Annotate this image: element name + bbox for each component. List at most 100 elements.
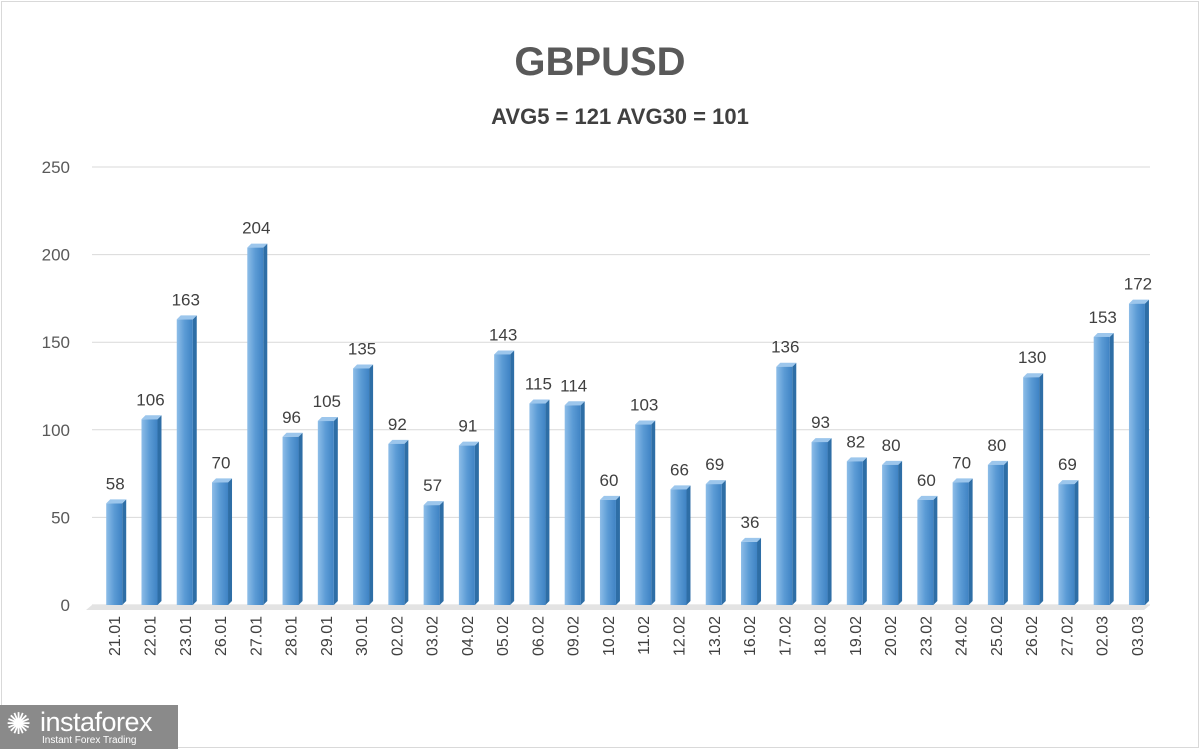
bar-top — [811, 438, 832, 443]
y-tick-label: 0 — [61, 596, 70, 615]
data-label: 80 — [882, 436, 901, 455]
x-tick-label: 03.02 — [425, 616, 442, 656]
bar — [212, 482, 229, 605]
bar — [106, 503, 123, 605]
data-label: 70 — [952, 453, 971, 472]
bar-top — [952, 478, 973, 483]
x-tick-label: 05.02 — [495, 616, 512, 656]
bar-top — [494, 350, 515, 355]
data-label: 172 — [1124, 275, 1152, 294]
bar — [494, 354, 511, 605]
bar-top — [705, 480, 726, 485]
bar — [811, 442, 828, 605]
data-label: 69 — [705, 455, 724, 474]
bar-side — [580, 401, 585, 605]
bar — [282, 436, 299, 605]
x-tick-label: 10.02 — [601, 616, 618, 656]
bar-top — [282, 432, 303, 437]
x-tick-label: 25.02 — [989, 616, 1006, 656]
bar-top — [1058, 480, 1079, 485]
bar — [882, 464, 899, 605]
bar-top — [635, 420, 656, 425]
bar-side — [333, 417, 338, 605]
bar-top — [846, 457, 867, 462]
bar-top — [247, 243, 268, 248]
bar — [353, 368, 370, 605]
floor — [86, 605, 1150, 610]
data-label: 60 — [917, 471, 936, 490]
data-label: 105 — [313, 392, 341, 411]
bar — [564, 405, 581, 605]
bar-top — [741, 537, 762, 542]
bar — [317, 421, 334, 605]
bar-top — [987, 460, 1008, 465]
x-tick-label: 23.02 — [918, 616, 935, 656]
data-label: 70 — [212, 453, 231, 472]
bar-side — [1144, 299, 1149, 605]
y-tick-label: 50 — [51, 508, 70, 527]
data-label: 36 — [741, 513, 760, 532]
bar-top — [1023, 373, 1044, 378]
bar-side — [615, 495, 620, 605]
bar — [599, 499, 616, 605]
bar-side — [439, 501, 444, 605]
bar-top — [212, 478, 233, 483]
x-tick-label: 23.01 — [178, 616, 195, 656]
data-label: 106 — [136, 390, 164, 409]
data-label: 163 — [172, 290, 200, 309]
data-label: 66 — [670, 460, 689, 479]
bar — [917, 499, 934, 605]
bar — [1128, 303, 1145, 605]
bar-side — [228, 478, 233, 605]
bar — [705, 484, 722, 605]
bar-top — [388, 439, 409, 444]
bar-side — [510, 350, 515, 605]
x-tick-label: 09.02 — [566, 616, 583, 656]
data-label: 58 — [106, 474, 125, 493]
bar-side — [545, 399, 550, 605]
bar-side — [1003, 460, 1008, 605]
bar — [635, 424, 652, 605]
bar-side — [474, 441, 479, 605]
bar — [1058, 484, 1075, 605]
data-label: 60 — [599, 471, 618, 490]
logo-tagline: Instant Forex Trading — [42, 735, 137, 746]
y-tick-label: 250 — [42, 158, 70, 177]
x-tick-label: 24.02 — [954, 616, 971, 656]
bar-side — [263, 243, 268, 606]
bar — [776, 366, 793, 605]
data-label: 80 — [987, 436, 1006, 455]
data-label: 93 — [811, 413, 830, 432]
x-tick-label: 27.01 — [248, 616, 265, 656]
bar-top — [564, 401, 585, 406]
bar — [741, 541, 758, 605]
x-tick-label: 11.02 — [636, 616, 653, 655]
logo-gear-icon: ✺ — [6, 708, 32, 741]
bar-side — [298, 432, 303, 605]
x-tick-label: 02.02 — [389, 616, 406, 656]
bar-side — [1039, 373, 1044, 605]
data-label: 135 — [348, 339, 376, 358]
chart-title: GBPUSD — [514, 40, 686, 84]
y-tick-label: 150 — [42, 333, 70, 352]
x-tick-label: 26.01 — [213, 616, 230, 656]
bar — [1093, 336, 1110, 605]
x-tick-label: 27.02 — [1059, 616, 1076, 656]
bar-side — [721, 480, 726, 605]
data-label: 115 — [525, 375, 552, 394]
data-label: 92 — [388, 415, 407, 434]
bar-top — [458, 441, 479, 446]
bar-top — [317, 417, 338, 422]
bar-side — [157, 415, 162, 605]
x-tick-label: 03.03 — [1130, 616, 1147, 656]
x-tick-label: 13.02 — [707, 616, 724, 656]
bar-side — [1074, 480, 1079, 605]
bar — [670, 489, 687, 605]
x-tick-label: 17.02 — [777, 616, 794, 656]
x-tick-label: 26.02 — [1024, 616, 1041, 656]
bar — [987, 464, 1004, 605]
bar — [458, 445, 475, 605]
x-tick-label: 18.02 — [813, 616, 830, 656]
bar-top — [776, 362, 797, 367]
